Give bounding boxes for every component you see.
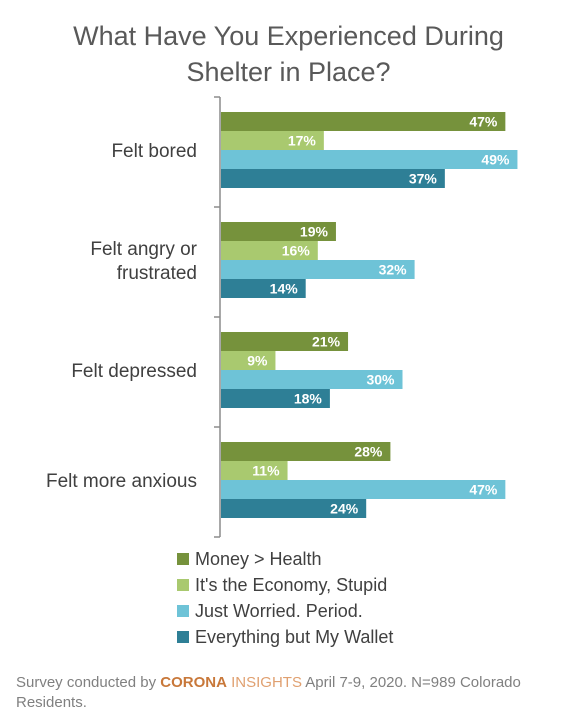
- chart-title: What Have You Experienced During Shelter…: [0, 18, 577, 90]
- bar: [221, 241, 318, 260]
- legend-label: Money > Health: [195, 548, 322, 569]
- legend: Money > Health It's the Economy, Stupid Ju…: [177, 546, 393, 650]
- legend-swatch: [177, 553, 189, 565]
- bar-value-label: 16%: [282, 243, 311, 259]
- bar-value-label: 9%: [247, 353, 268, 369]
- chart-title-line-1: What Have You Experienced During: [73, 21, 504, 51]
- bar-value-label: 18%: [294, 391, 323, 407]
- category-label: frustrated: [117, 263, 197, 284]
- chart-title-line-2: Shelter in Place?: [186, 57, 391, 87]
- bar-value-label: 19%: [300, 224, 329, 240]
- bar: [221, 332, 349, 351]
- bar-value-label: 14%: [270, 281, 299, 297]
- legend-swatch: [177, 579, 189, 591]
- legend-item: Just Worried. Period.: [177, 598, 393, 624]
- legend-label: Just Worried. Period.: [195, 600, 363, 621]
- bar-value-label: 49%: [481, 152, 510, 168]
- bar: [221, 499, 367, 518]
- bar: [221, 260, 415, 279]
- bar: [221, 370, 403, 389]
- bar: [221, 461, 288, 480]
- bar-value-label: 24%: [330, 501, 359, 517]
- bar: [221, 131, 324, 150]
- footer-note: Survey conducted by CORONA INSIGHTS Apri…: [16, 673, 571, 713]
- category-label: Felt more anxious: [46, 471, 197, 492]
- footer-suffix: April 7-9, 2020. N=989 Colorado Resident…: [16, 674, 521, 711]
- bar: [221, 480, 506, 499]
- footer-prefix: Survey conducted by: [16, 674, 161, 691]
- brand-name-light: INSIGHTS: [226, 674, 302, 691]
- legend-swatch: [177, 605, 189, 617]
- category-label: Felt depressed: [71, 361, 197, 382]
- legend-label: Everything but My Wallet: [195, 626, 394, 647]
- bar: [221, 150, 518, 169]
- category-label: Felt bored: [111, 141, 197, 162]
- brand-name-bold: CORONA: [160, 674, 227, 691]
- legend-item: It's the Economy, Stupid: [177, 572, 393, 598]
- bar-value-label: 21%: [312, 334, 341, 350]
- bar: [221, 389, 330, 408]
- bar: [221, 351, 276, 370]
- bar: [221, 222, 336, 241]
- legend-label: It's the Economy, Stupid: [195, 574, 388, 595]
- bar: [221, 279, 306, 298]
- bar-value-label: 32%: [379, 262, 408, 278]
- bar-chart: 47% 17% 49% 37% Felt bored 19% 16% 32% 14% Felt a…: [46, 96, 518, 538]
- bar-value-label: 47%: [469, 482, 498, 498]
- bar-value-label: 28%: [354, 444, 383, 460]
- legend-item: Money > Health: [177, 546, 393, 572]
- bar: [221, 169, 445, 188]
- bar-value-label: 11%: [252, 463, 280, 479]
- bar-value-label: 37%: [409, 171, 438, 187]
- legend-swatch: [177, 631, 189, 643]
- bar: [221, 112, 506, 131]
- bar-value-label: 30%: [366, 372, 395, 388]
- bar-value-label: 17%: [288, 133, 317, 149]
- legend-item: Everything but My Wallet: [177, 624, 393, 650]
- category-label: Felt angry or: [90, 239, 197, 260]
- bar: [221, 442, 391, 461]
- bar-value-label: 47%: [469, 114, 498, 130]
